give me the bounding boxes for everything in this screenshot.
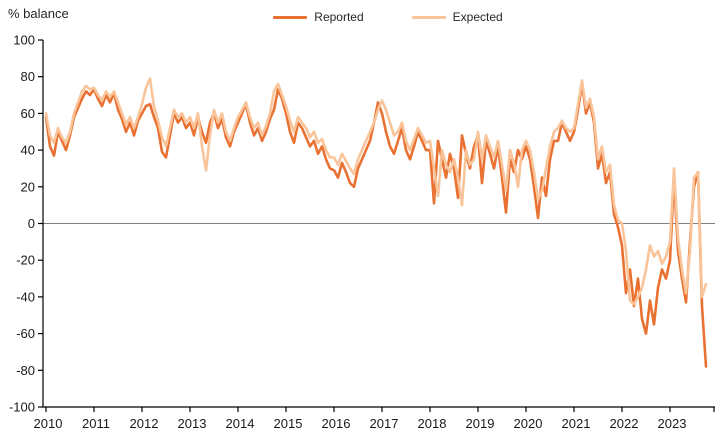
x-tick-label: 2023 <box>658 416 687 431</box>
x-tick-label: 2010 <box>34 416 63 431</box>
reported-line-swatch <box>273 15 308 19</box>
reported-line <box>44 82 708 368</box>
x-tick-label: 2020 <box>514 416 543 431</box>
x-tick-label: 2022 <box>610 416 639 431</box>
x-tick-label: 2011 <box>82 416 110 431</box>
legend: Reported Expected <box>0 10 726 24</box>
legend-item-expected: Expected <box>411 10 503 24</box>
x-tick-label: 2015 <box>274 416 303 431</box>
y-tick-label: 100 <box>13 33 35 48</box>
x-tick-label: 2013 <box>178 416 207 431</box>
legend-label-expected: Expected <box>452 10 503 24</box>
x-tick-label: 2017 <box>370 416 399 431</box>
y-tick-label: -20 <box>16 253 35 268</box>
x-tick-label: 2016 <box>322 416 351 431</box>
y-tick-label: -40 <box>16 289 35 304</box>
x-tick-label: 2019 <box>466 416 495 431</box>
y-tick-label: -100 <box>9 400 35 415</box>
y-tick-label: 80 <box>21 69 35 84</box>
y-tick-label: 20 <box>21 179 35 194</box>
x-tick-label: 2021 <box>562 416 591 431</box>
x-tick-label: 2012 <box>130 416 159 431</box>
y-tick-label: 40 <box>21 143 35 158</box>
x-tick-label: 2014 <box>226 416 255 431</box>
y-tick-label: -60 <box>16 326 35 341</box>
y-tick-label: -80 <box>16 363 35 378</box>
y-axis-title: % balance <box>8 6 69 21</box>
expected-line-swatch <box>411 15 446 19</box>
y-tick-label: 0 <box>28 216 35 231</box>
x-tick-label: 2018 <box>418 416 447 431</box>
expected-line <box>44 77 708 306</box>
legend-label-reported: Reported <box>314 10 364 24</box>
y-tick-label: 60 <box>21 106 35 121</box>
legend-item-reported: Reported <box>273 10 364 24</box>
